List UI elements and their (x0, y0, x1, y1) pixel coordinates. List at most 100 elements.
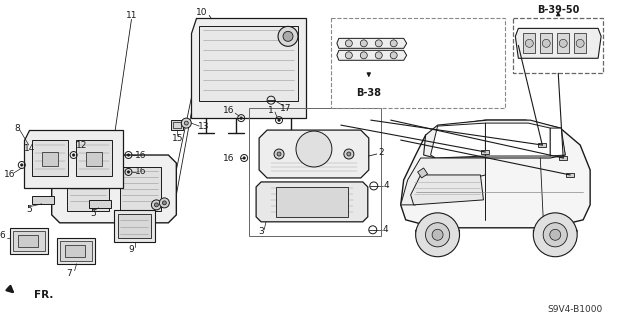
Text: B-38: B-38 (356, 88, 381, 98)
Bar (32, 196, 54, 204)
Bar (538, 143, 547, 147)
Text: S9V4-B1000: S9V4-B1000 (548, 305, 603, 314)
Text: 15: 15 (172, 134, 183, 143)
Text: 4: 4 (383, 225, 388, 234)
Circle shape (426, 223, 450, 247)
Bar (574, 33, 586, 53)
Bar (513, 19, 603, 73)
Text: 5: 5 (26, 205, 31, 214)
Circle shape (152, 200, 161, 210)
Bar (566, 173, 574, 177)
Circle shape (181, 118, 191, 128)
Text: FR.: FR. (34, 290, 53, 300)
Circle shape (542, 39, 550, 47)
Text: 3: 3 (258, 227, 264, 236)
Polygon shape (52, 155, 177, 223)
Circle shape (390, 40, 397, 47)
Circle shape (159, 198, 170, 208)
Circle shape (525, 39, 533, 47)
Circle shape (127, 154, 130, 156)
Circle shape (360, 40, 367, 47)
Polygon shape (515, 28, 601, 58)
Text: 10: 10 (195, 8, 207, 17)
Bar (18, 235, 38, 247)
Text: 1: 1 (268, 106, 274, 115)
Polygon shape (24, 130, 124, 188)
Bar (118, 214, 152, 238)
Bar (172, 120, 183, 130)
Bar (524, 33, 535, 53)
Polygon shape (256, 182, 368, 222)
Bar (67, 167, 109, 211)
Bar (60, 241, 92, 261)
Bar (10, 228, 48, 254)
Circle shape (20, 164, 23, 166)
Text: 12: 12 (76, 141, 87, 150)
Bar (120, 167, 161, 211)
Circle shape (243, 157, 245, 159)
Circle shape (163, 201, 166, 205)
Polygon shape (337, 38, 406, 48)
Bar (88, 200, 111, 208)
Circle shape (347, 152, 351, 156)
Polygon shape (411, 175, 483, 205)
Circle shape (375, 52, 382, 59)
Bar (276, 187, 348, 217)
Bar (86, 152, 102, 166)
Circle shape (360, 52, 367, 59)
Text: 11: 11 (125, 11, 137, 20)
Bar (481, 150, 490, 154)
Circle shape (346, 40, 353, 47)
Text: 16: 16 (4, 170, 15, 180)
Circle shape (576, 39, 584, 47)
Text: 7: 7 (66, 269, 72, 278)
Polygon shape (550, 128, 565, 156)
Circle shape (543, 223, 567, 247)
Circle shape (559, 39, 567, 47)
Circle shape (283, 31, 293, 41)
Bar (540, 33, 552, 53)
Text: 16: 16 (134, 167, 146, 176)
Text: B-39-50: B-39-50 (537, 5, 579, 15)
Circle shape (127, 171, 130, 173)
Bar (65, 245, 84, 257)
Circle shape (184, 121, 188, 125)
Bar (557, 33, 569, 53)
Polygon shape (337, 50, 406, 60)
Bar (199, 26, 298, 101)
Circle shape (390, 52, 397, 59)
Polygon shape (486, 123, 550, 156)
Polygon shape (191, 19, 306, 118)
Circle shape (550, 229, 561, 240)
Text: 16: 16 (223, 106, 235, 115)
Polygon shape (424, 120, 565, 158)
Circle shape (154, 203, 158, 207)
Circle shape (375, 40, 382, 47)
Text: 4: 4 (384, 182, 390, 190)
Polygon shape (401, 158, 486, 205)
Polygon shape (40, 153, 45, 159)
Text: 9: 9 (129, 245, 134, 254)
Text: 13: 13 (198, 122, 209, 130)
Bar (559, 156, 567, 160)
Bar (113, 210, 156, 242)
Circle shape (432, 229, 443, 240)
Text: 16: 16 (223, 153, 234, 162)
Polygon shape (401, 120, 590, 228)
Polygon shape (418, 168, 428, 178)
Circle shape (533, 213, 577, 257)
Circle shape (274, 149, 284, 159)
Circle shape (344, 149, 354, 159)
Text: 6: 6 (0, 231, 5, 240)
Text: 17: 17 (280, 104, 292, 113)
Bar (32, 140, 68, 176)
Circle shape (72, 154, 75, 156)
Circle shape (240, 117, 243, 119)
Polygon shape (431, 123, 486, 158)
Circle shape (278, 119, 280, 121)
Bar (57, 238, 95, 264)
Bar (42, 152, 58, 166)
Circle shape (278, 26, 298, 46)
Circle shape (346, 52, 353, 59)
Text: 8: 8 (14, 123, 20, 133)
